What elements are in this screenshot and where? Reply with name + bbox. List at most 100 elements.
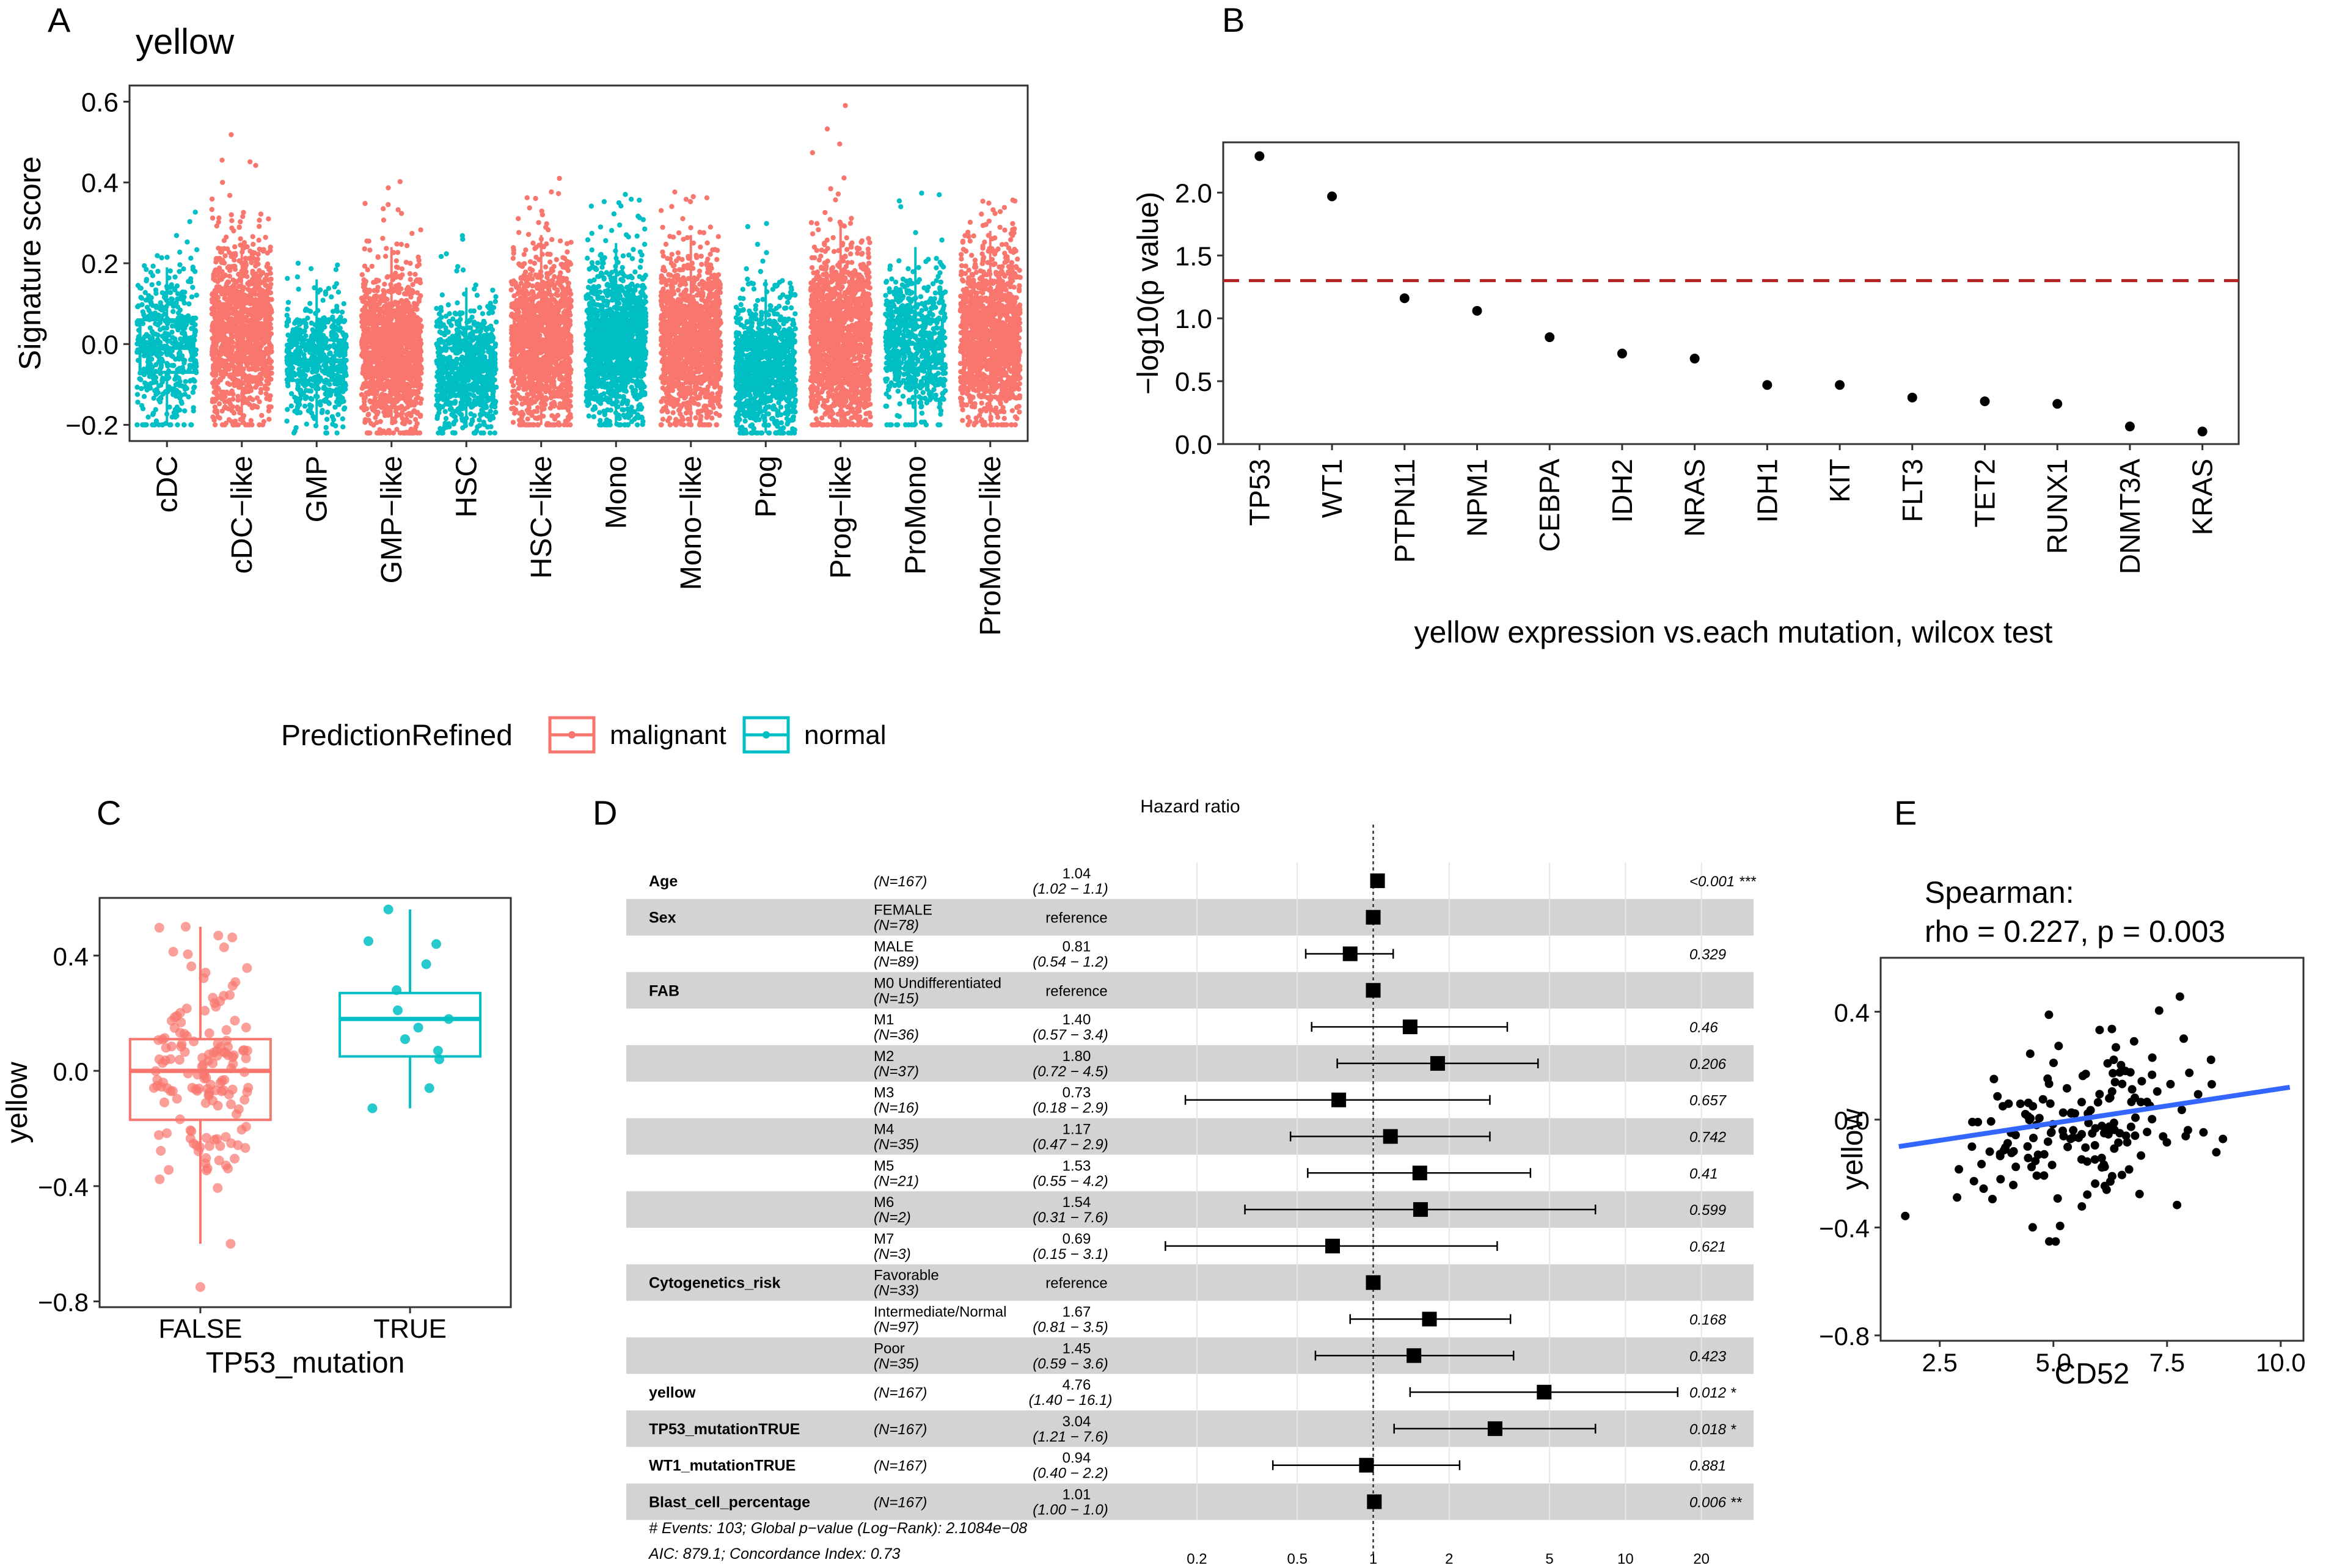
- jitter-point: [236, 225, 242, 230]
- jitter-point: [135, 304, 141, 310]
- jitter-point: [408, 342, 414, 348]
- jitter-point: [249, 354, 255, 359]
- jitter-point: [194, 293, 199, 298]
- jitter-point: [254, 285, 259, 291]
- jitter-point: [268, 376, 274, 382]
- jitter-point: [482, 411, 488, 417]
- group-5: [508, 175, 574, 428]
- jitter-point: [265, 386, 270, 392]
- jitter-point: [187, 339, 193, 345]
- jitter-point: [184, 385, 189, 391]
- jitter-point: [368, 421, 374, 426]
- jitter-point: [302, 403, 308, 409]
- jitter-point: [177, 349, 183, 355]
- jitter-point: [321, 385, 326, 391]
- jitter-point: [335, 396, 341, 402]
- group-1: [209, 132, 274, 428]
- jitter-point: [153, 291, 159, 296]
- jitter-point: [227, 382, 232, 387]
- jitter-point: [452, 392, 457, 398]
- jitter-point: [492, 299, 498, 304]
- jitter-point: [224, 389, 230, 395]
- jitter-point: [309, 320, 314, 326]
- jitter-point: [190, 390, 196, 395]
- jitter-point: [140, 406, 146, 412]
- jitter-point: [192, 384, 197, 390]
- jitter-point: [288, 403, 294, 409]
- jitter-point: [366, 238, 371, 244]
- jitter-point: [386, 324, 391, 330]
- jitter-point: [398, 286, 404, 291]
- jitter-point: [222, 345, 228, 351]
- jitter-point: [303, 347, 309, 353]
- jitter-point: [436, 311, 442, 316]
- jitter-point: [543, 264, 549, 270]
- jitter-point: [467, 332, 473, 337]
- jitter-point: [361, 396, 367, 401]
- jitter-point: [157, 306, 163, 312]
- jitter-point: [234, 343, 240, 348]
- jitter-point: [173, 387, 179, 393]
- jitter-point: [409, 382, 414, 388]
- jitter-point: [235, 393, 241, 399]
- jitter-point: [317, 343, 323, 349]
- jitter-point: [236, 297, 241, 303]
- jitter-point: [187, 219, 192, 224]
- jitter-point: [364, 406, 370, 412]
- jitter-point: [393, 315, 399, 320]
- jitter-point: [472, 322, 478, 327]
- jitter-point: [362, 417, 368, 423]
- jitter-point: [174, 283, 180, 289]
- jitter-point: [230, 297, 236, 302]
- jitter-point: [263, 235, 268, 240]
- jitter-point: [318, 318, 324, 324]
- jitter-point: [323, 396, 329, 402]
- jitter-point: [393, 258, 399, 264]
- jitter-point: [333, 267, 339, 272]
- jitter-point: [160, 359, 166, 364]
- jitter-point: [309, 410, 315, 416]
- jitter-point: [233, 252, 238, 258]
- jitter-point: [434, 305, 439, 312]
- jitter-point: [259, 412, 265, 418]
- jitter-point: [401, 291, 408, 297]
- jitter-point: [252, 375, 258, 381]
- jitter-point: [379, 332, 386, 338]
- jitter-point: [187, 363, 192, 368]
- jitter-point: [142, 380, 148, 386]
- jitter-point: [490, 393, 496, 399]
- jitter-point: [259, 324, 265, 329]
- jitter-point: [177, 379, 183, 384]
- jitter-point: [417, 430, 423, 436]
- jitter-point: [227, 268, 233, 273]
- jitter-point: [474, 293, 480, 298]
- jitter-point: [374, 277, 379, 283]
- jitter-point: [210, 215, 216, 221]
- group-3: [359, 179, 424, 436]
- panel-a-title: yellow: [136, 22, 235, 62]
- jitter-point: [367, 398, 373, 404]
- jitter-point: [412, 272, 418, 277]
- jitter-point: [247, 159, 253, 165]
- jitter-point: [216, 246, 221, 251]
- jitter-point: [288, 391, 294, 396]
- jitter-point: [486, 361, 491, 366]
- jitter-point: [335, 290, 342, 295]
- jitter-point: [192, 378, 197, 384]
- jitter-point: [257, 399, 262, 404]
- jitter-point: [372, 343, 378, 349]
- jitter-point: [296, 286, 301, 292]
- jitter-point: [454, 356, 459, 362]
- jitter-point: [144, 340, 149, 345]
- jitter-point: [407, 389, 413, 395]
- jitter-point: [153, 418, 159, 424]
- jitter-point: [244, 309, 250, 315]
- jitter-point: [149, 282, 155, 288]
- jitter-point: [157, 366, 163, 372]
- jitter-point: [246, 379, 252, 385]
- jitter-point: [172, 407, 178, 412]
- jitter-point: [339, 309, 345, 315]
- jitter-point: [474, 428, 480, 434]
- jitter-point: [155, 269, 161, 274]
- jitter-point: [400, 430, 406, 436]
